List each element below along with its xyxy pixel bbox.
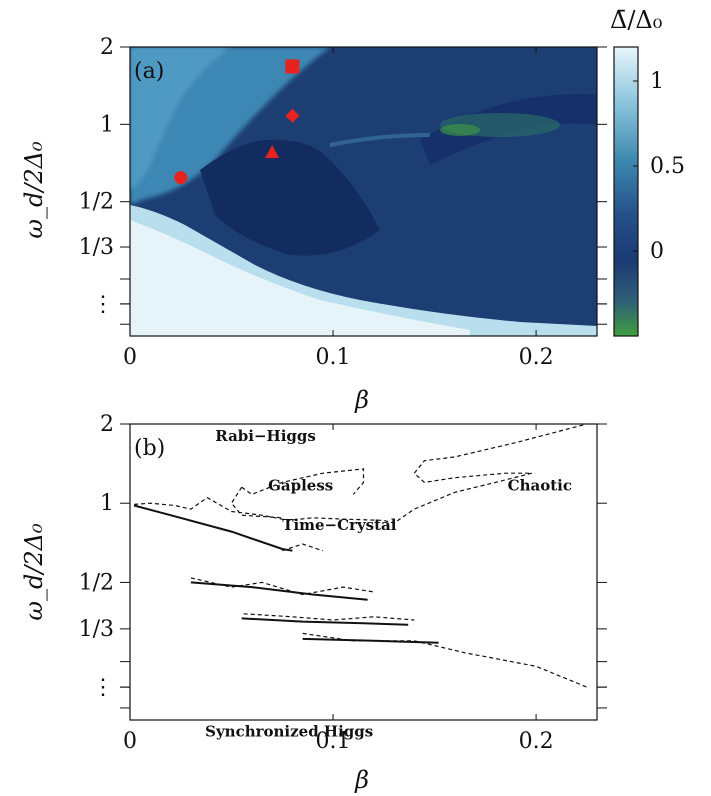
panel-a-ticks: 0 0.1 0.2 2 1 1/2 1/3 ⋮ bbox=[79, 35, 607, 370]
region-label: Time−Crystal bbox=[282, 516, 396, 534]
region-label: Chaotic bbox=[508, 476, 572, 494]
x-tick-label: 0.2 bbox=[519, 729, 554, 754]
colorbar-tick-label: 1 bbox=[650, 69, 664, 94]
region-label: Synchronized Higgs bbox=[205, 722, 373, 740]
panel-b-boundaries bbox=[133, 423, 588, 688]
colorbar-gradient bbox=[613, 46, 639, 337]
panel-b-ticks: 0 0.1 0.2 2 1 1/2 1/3 ⋮ bbox=[79, 412, 607, 754]
dashed-boundary-line bbox=[134, 423, 587, 524]
y-tick-label: 1/2 bbox=[79, 570, 114, 595]
dashed-boundary-line bbox=[230, 486, 283, 519]
dashed-boundary-line bbox=[190, 577, 374, 596]
colorbar-ticks: 10.50 bbox=[633, 69, 685, 264]
panel-a-frame bbox=[129, 46, 598, 337]
panel-b-label: (b) bbox=[134, 436, 165, 461]
panel-a-markers bbox=[174, 59, 300, 185]
x-tick-label: 0.1 bbox=[316, 345, 351, 370]
triangle-marker bbox=[265, 145, 280, 159]
dashed-boundary-line bbox=[302, 632, 588, 688]
dashed-boundary-line bbox=[243, 613, 415, 621]
x-tick-label: 0 bbox=[123, 345, 137, 370]
x-tick-label: 0.1 bbox=[316, 729, 351, 754]
y-tick-label: 1 bbox=[100, 112, 114, 137]
y-tick-label: 1/3 bbox=[79, 235, 114, 260]
dashed-boundary-line bbox=[241, 468, 365, 496]
dashed-boundary-line bbox=[282, 543, 324, 552]
heatmap-field bbox=[130, 47, 597, 336]
y-tick-label: ⋮ bbox=[92, 675, 114, 700]
colorbar-tick-label: 0.5 bbox=[650, 154, 685, 179]
panel-a-label: (a) bbox=[134, 59, 164, 84]
panel-b-xlabel: β bbox=[354, 766, 369, 794]
circle-marker bbox=[174, 171, 188, 185]
square-marker bbox=[285, 59, 300, 74]
y-tick-label: 2 bbox=[100, 412, 114, 437]
colorbar-title: Δ̄/Δ₀ bbox=[610, 6, 662, 34]
solid-boundary-line bbox=[241, 617, 409, 626]
diamond-marker bbox=[285, 108, 300, 123]
y-tick-label: 1/3 bbox=[79, 617, 114, 642]
colorbar-tick-label: 0 bbox=[650, 239, 664, 264]
panel-b-ylabel: ω_d/2Δ₀ bbox=[20, 523, 48, 621]
panel-a-xlabel: β bbox=[354, 386, 369, 414]
x-tick-label: 0.2 bbox=[519, 345, 554, 370]
panel-b-region-labels: Rabi−Higgs Gapless Chaotic Time−Crystal Sync… bbox=[205, 427, 572, 740]
region-label: Rabi−Higgs bbox=[215, 427, 316, 445]
region-label: Gapless bbox=[268, 476, 333, 494]
y-tick-label: ⋮ bbox=[92, 292, 114, 317]
colorbar: Δ̄/Δ₀ 10.50 bbox=[610, 6, 685, 337]
x-tick-label: 0 bbox=[123, 729, 137, 754]
y-tick-label: 2 bbox=[100, 35, 114, 60]
panel-a-ylabel: ω_d/2Δ₀ bbox=[20, 141, 48, 239]
y-tick-label: 1/2 bbox=[79, 190, 114, 215]
panel-b: (b) Rabi−Higgs Gapless Chaotic Time−Crystal… bbox=[20, 412, 607, 794]
y-tick-label: 1 bbox=[100, 491, 114, 516]
